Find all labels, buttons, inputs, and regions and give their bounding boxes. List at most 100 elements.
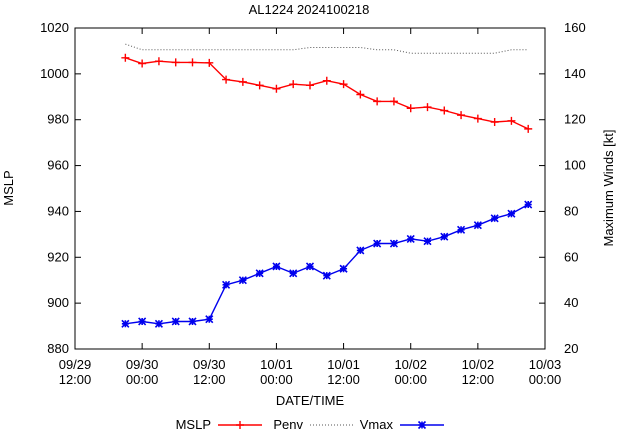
vmax-point: [406, 234, 415, 244]
mslp-point: [457, 111, 466, 120]
left-y-tick-label: 900: [47, 295, 69, 310]
mslp-point: [289, 80, 298, 89]
vmax-point: [289, 269, 298, 278]
mslp-point: [171, 58, 180, 67]
x-tick-label-time: 12:00: [193, 372, 226, 387]
legend-label-penv: Penv: [273, 417, 303, 432]
x-tick-label-date: 10/03: [529, 357, 562, 372]
x-axis: 09/2912:0009/3000:0009/3012:0010/0100:00…: [59, 28, 562, 387]
mslp-point: [356, 90, 365, 99]
right-y-tick-label: 60: [564, 249, 578, 264]
x-tick-label-date: 10/02: [462, 357, 495, 372]
vmax-point: [524, 200, 533, 209]
x-tick-label-time: 12:00: [327, 372, 360, 387]
mslp-point: [188, 58, 197, 67]
right-y-axis-label: Maximum Winds [kt]: [601, 129, 616, 246]
vmax-point: [339, 264, 348, 273]
vmax-point: [171, 317, 180, 326]
vmax-point: [222, 280, 231, 289]
mslp-point: [406, 104, 415, 113]
vmax-point: [138, 317, 147, 326]
x-tick-label-date: 10/01: [260, 357, 293, 372]
legend-marker-vmax: [417, 420, 427, 430]
vmax-point: [373, 239, 382, 248]
vmax-line: [125, 203, 529, 325]
vmax-point: [272, 262, 281, 271]
x-tick-label-date: 10/02: [394, 357, 427, 372]
mslp-point: [490, 118, 499, 127]
mslp-point: [138, 59, 147, 68]
right-y-tick-label: 140: [564, 66, 586, 81]
left-y-axis-label: MSLP: [1, 170, 16, 205]
x-tick-label-time: 00:00: [394, 372, 427, 387]
x-axis-label: DATE/TIME: [276, 393, 345, 408]
right-y-tick-label: 80: [564, 203, 578, 218]
vmax-point: [255, 269, 264, 278]
mslp-point: [236, 421, 244, 429]
legend: MSLP Penv Vmax: [176, 417, 444, 432]
mslp-point: [440, 106, 449, 115]
vmax-point: [322, 271, 331, 280]
chart-title: AL1224 2024100218: [249, 2, 370, 17]
left-y-tick-label: 1020: [40, 20, 69, 35]
mslp-point: [339, 80, 348, 89]
x-tick-label-time: 00:00: [260, 372, 293, 387]
vmax-point: [457, 225, 466, 234]
x-tick-label-date: 10/01: [327, 357, 360, 372]
right-y-tick-label: 160: [564, 20, 586, 35]
penv-line: [125, 43, 529, 54]
mslp-point: [373, 97, 382, 106]
mslp-point: [322, 76, 331, 85]
mslp-point: [272, 84, 281, 93]
x-tick-label-time: 00:00: [529, 372, 562, 387]
vmax-point: [188, 317, 197, 326]
left-y-tick-label: 960: [47, 158, 69, 173]
legend-label-mslp: MSLP: [176, 417, 211, 432]
x-tick-label-time: 00:00: [126, 372, 159, 387]
mslp-point: [154, 57, 163, 66]
vmax-point: [423, 237, 432, 246]
vmax-point: [389, 239, 398, 248]
right-y-tick-label: 40: [564, 295, 578, 310]
vmax-point: [356, 246, 365, 255]
vmax-point: [121, 319, 130, 328]
mslp-line: [125, 57, 529, 130]
mslp-point: [205, 58, 214, 67]
vmax-point: [238, 276, 247, 285]
vmax-point: [305, 262, 315, 271]
left-y-tick-label: 1000: [40, 66, 69, 81]
right-y-axis: 20 40 60 80 100 120 140 160: [539, 20, 586, 356]
mslp-point: [473, 114, 482, 123]
x-tick-label-date: 09/30: [193, 357, 226, 372]
vmax-point: [507, 209, 516, 218]
vmax-point: [440, 232, 449, 241]
left-y-tick-label: 980: [47, 112, 69, 127]
mslp-point: [222, 75, 231, 84]
left-y-axis: 880 900 920 940 960 980 1000 1020: [40, 20, 81, 356]
series-layer: [121, 43, 533, 328]
mslp-point: [423, 103, 432, 112]
x-tick-label-date: 09/29: [59, 357, 92, 372]
plot-frame: [74, 27, 546, 350]
mslp-point: [238, 77, 247, 86]
vmax-point: [490, 214, 499, 223]
x-tick-label-time: 12:00: [59, 372, 92, 387]
left-y-tick-label: 920: [47, 249, 69, 264]
mslp-point: [389, 97, 398, 106]
mslp-point: [507, 116, 516, 125]
legend-label-vmax: Vmax: [360, 417, 394, 432]
right-y-tick-label: 20: [564, 341, 578, 356]
vmax-point: [473, 221, 482, 230]
x-tick-label-date: 09/30: [126, 357, 159, 372]
mslp-point: [524, 124, 533, 133]
vmax-point: [154, 319, 163, 328]
mslp-point: [306, 81, 314, 90]
vmax-point: [205, 315, 214, 324]
left-y-tick-label: 940: [47, 203, 69, 218]
x-tick-label-time: 12:00: [462, 372, 495, 387]
right-y-tick-label: 120: [564, 112, 586, 127]
left-y-tick-label: 880: [47, 341, 69, 356]
right-y-tick-label: 100: [564, 158, 586, 173]
mslp-point: [121, 53, 130, 62]
